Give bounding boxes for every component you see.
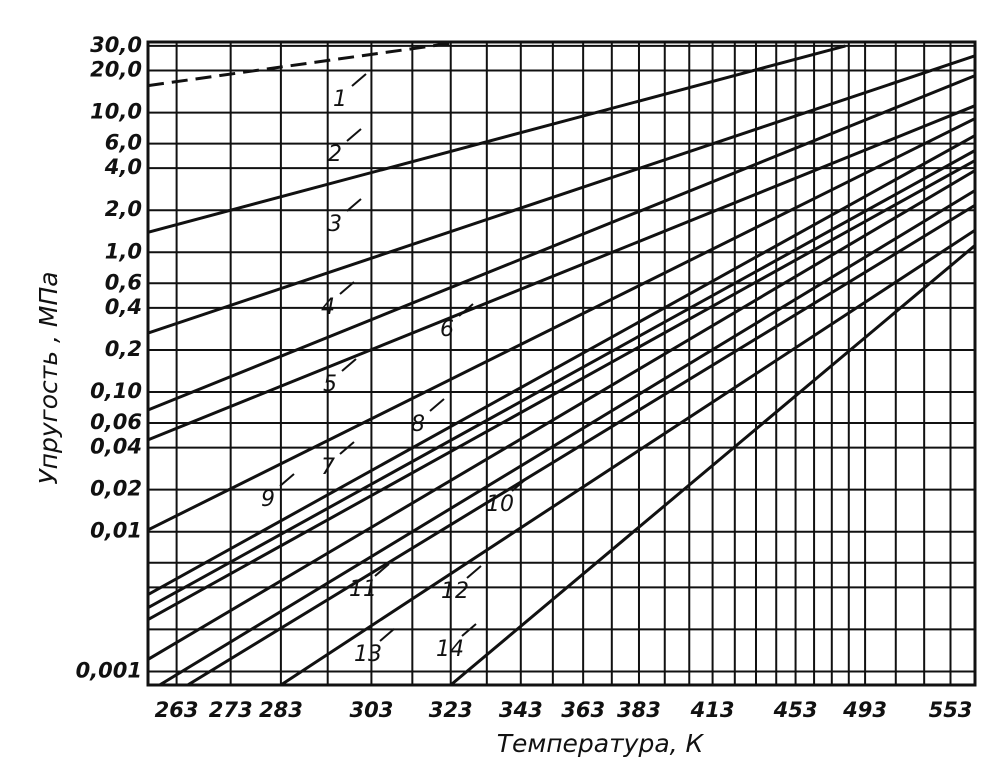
x-tick-label: 283 xyxy=(259,698,303,722)
x-tick-label: 383 xyxy=(617,698,661,722)
y-tick-label: 30,0 xyxy=(90,33,142,57)
x-tick-label: 343 xyxy=(499,698,543,722)
leader-line xyxy=(511,478,527,492)
series-label: 8 xyxy=(411,412,425,437)
series-label: 11 xyxy=(349,577,377,602)
data-line xyxy=(148,42,455,88)
y-tick-label: 2,0 xyxy=(105,197,142,221)
y-tick-label: 0,01 xyxy=(90,519,142,543)
x-tick-label: 323 xyxy=(429,698,473,722)
y-tick-label: 1,0 xyxy=(105,239,142,263)
y-tick-label: 0,04 xyxy=(90,435,142,459)
leader-line xyxy=(346,198,362,212)
leader-line xyxy=(339,281,355,295)
data-line xyxy=(148,104,975,442)
y-axis-label: Упругость , МПа xyxy=(34,271,63,484)
x-tick-label: 303 xyxy=(349,698,393,722)
plot-lines xyxy=(148,42,975,685)
data-line xyxy=(449,244,975,685)
leader-line xyxy=(351,73,367,87)
data-line xyxy=(148,134,975,596)
x-tick-label: 273 xyxy=(209,698,253,722)
y-tick-label: 0,001 xyxy=(76,658,142,682)
data-line xyxy=(158,189,975,685)
series-label: 6 xyxy=(440,317,454,342)
series-label: 5 xyxy=(323,372,337,397)
data-line xyxy=(148,149,975,610)
leader-line xyxy=(279,473,295,487)
x-tick-label: 493 xyxy=(842,698,887,722)
leader-line xyxy=(379,628,395,642)
y-tick-label: 10,0 xyxy=(90,100,142,124)
data-line xyxy=(148,169,975,661)
y-tick-label: 0,10 xyxy=(90,379,142,403)
leader-line xyxy=(346,128,362,142)
x-tick-label: 553 xyxy=(929,698,973,722)
data-line xyxy=(148,54,975,335)
x-tick-label: 263 xyxy=(155,698,199,722)
data-line xyxy=(148,117,975,532)
leader-line xyxy=(374,563,390,577)
leader-line xyxy=(458,303,474,317)
x-axis-label: Температура, К xyxy=(497,729,705,758)
series-label: 12 xyxy=(441,579,469,604)
data-line xyxy=(148,44,846,234)
data-line xyxy=(148,74,975,412)
y-tick-label: 6,0 xyxy=(105,131,142,155)
leader-line xyxy=(339,441,355,455)
x-tick-label: 363 xyxy=(561,698,605,722)
series-label: 13 xyxy=(354,642,382,667)
leader-line xyxy=(461,623,477,637)
series-label: 14 xyxy=(436,637,464,662)
y-tick-label: 4,0 xyxy=(104,155,142,179)
y-tick-label: 0,4 xyxy=(105,295,142,319)
y-tick-label: 0,6 xyxy=(105,270,142,294)
series-label: 7 xyxy=(321,455,335,480)
series-label: 4 xyxy=(321,295,335,320)
leader-line xyxy=(341,358,357,372)
data-line xyxy=(148,159,975,621)
x-tick-label: 453 xyxy=(773,698,818,722)
series-label: 10 xyxy=(486,492,514,517)
y-tick-label: 0,2 xyxy=(105,337,142,361)
y-tick-label: 0,06 xyxy=(90,410,142,434)
series-label: 3 xyxy=(328,212,342,237)
data-line xyxy=(186,204,975,685)
leader-line xyxy=(466,565,482,579)
series-label: 1 xyxy=(333,87,347,112)
y-tick-label: 0,02 xyxy=(90,477,142,501)
series-label: 9 xyxy=(261,487,275,512)
x-tick-label: 413 xyxy=(690,698,735,722)
series-label: 2 xyxy=(328,142,342,167)
data-line xyxy=(280,228,975,685)
y-tick-label: 20,0 xyxy=(90,58,142,82)
leader-line xyxy=(429,398,445,412)
plot-frame xyxy=(146,40,977,687)
